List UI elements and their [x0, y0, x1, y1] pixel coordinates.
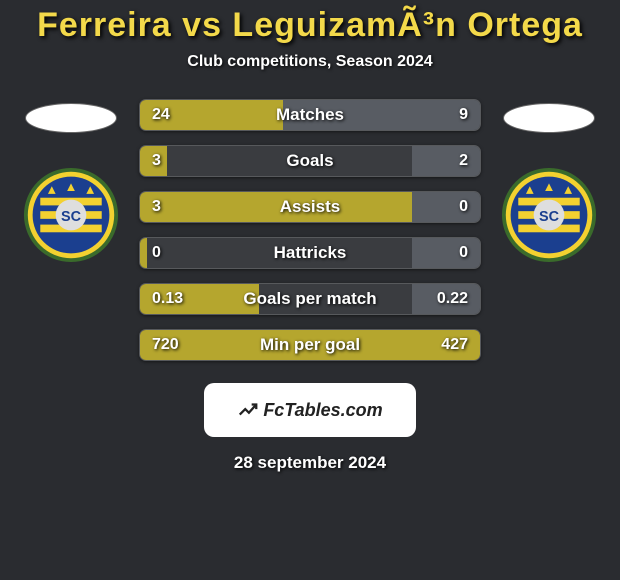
comparison-card: Ferreira vs LeguizamÃ³n Ortega Club comp… [0, 0, 620, 473]
club-badge-left: SC [23, 167, 119, 263]
stat-bars: 249Matches 32Goals 30Assists 00Hattricks 0.1… [139, 99, 481, 361]
stat-row: 720427Min per goal [139, 329, 481, 361]
club-badge-right: SC [501, 167, 597, 263]
chart-icon [237, 399, 259, 421]
player-avatar-right [503, 103, 595, 133]
left-player-column: SC [21, 99, 121, 263]
page-title: Ferreira vs LeguizamÃ³n Ortega [0, 6, 620, 45]
stat-label: Goals [140, 146, 480, 176]
svg-text:SC: SC [61, 209, 81, 225]
stat-row: 30Assists [139, 191, 481, 223]
stat-row: 00Hattricks [139, 237, 481, 269]
stat-row: 249Matches [139, 99, 481, 131]
main-row: SC 249Matches 32Goals 30Assists 00Hattricks… [0, 99, 620, 361]
right-player-column: SC [499, 99, 599, 263]
date-label: 28 september 2024 [0, 453, 620, 473]
player-avatar-left [25, 103, 117, 133]
stat-label: Min per goal [140, 330, 480, 360]
club-badge-right-icon: SC [501, 167, 597, 263]
stat-row: 32Goals [139, 145, 481, 177]
stat-label: Hattricks [140, 238, 480, 268]
stat-label: Matches [140, 100, 480, 130]
attribution-text: FcTables.com [263, 400, 382, 421]
stat-row: 0.130.22Goals per match [139, 283, 481, 315]
club-badge-left-icon: SC [23, 167, 119, 263]
stat-label: Goals per match [140, 284, 480, 314]
stat-label: Assists [140, 192, 480, 222]
attribution-badge: FcTables.com [204, 383, 416, 437]
svg-text:SC: SC [539, 209, 559, 225]
subtitle: Club competitions, Season 2024 [0, 53, 620, 71]
